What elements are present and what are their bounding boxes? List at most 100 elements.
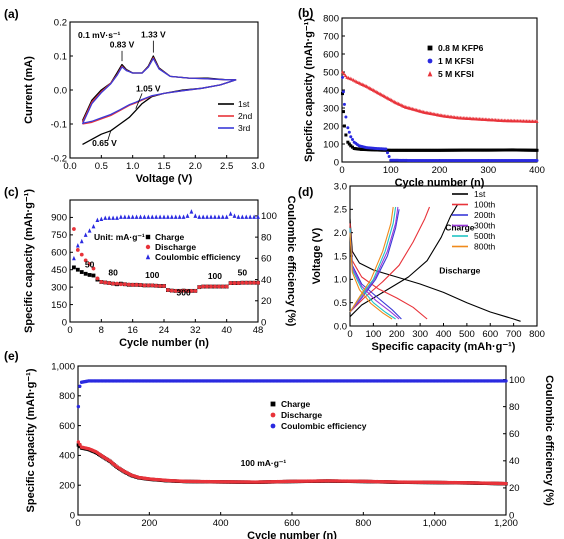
y-right-axis-label: Coulombic efficiency (%) <box>543 375 555 506</box>
rate-annotation: 100 <box>145 270 159 280</box>
rate-annotation: 80 <box>108 268 118 278</box>
data-point-Discharge <box>134 282 139 287</box>
y-tick-label: 100 <box>323 139 339 150</box>
data-point-Coulombic efficiency <box>169 214 174 219</box>
y-right-tick-label: 100 <box>509 375 525 386</box>
data-point-Discharge <box>78 442 82 447</box>
data-point-Coulombic efficiency <box>244 214 249 219</box>
legend-marker <box>270 423 276 429</box>
data-point-1 M KFSI <box>535 159 539 163</box>
gcd-charge-800th <box>349 206 394 313</box>
data-point-Coulombic efficiency <box>87 228 92 233</box>
x-axis-label: Specific capacity (mAh·g⁻¹) <box>372 341 516 353</box>
y-tick-label: 800 <box>59 391 75 402</box>
x-axis-label: Voltage (V) <box>136 173 193 185</box>
legend-label: Coulombic efficiency <box>155 252 241 262</box>
x-tick-label: 0 <box>339 165 344 176</box>
x-tick-label: 200 <box>141 518 157 529</box>
data-point-5 M KFSI <box>351 78 355 82</box>
legend-label: 200th <box>474 210 496 220</box>
legend-label: 3rd <box>238 123 251 133</box>
data-point-Coulombic efficiency <box>256 214 260 219</box>
x-tick-label: 24 <box>159 325 170 336</box>
data-point-Coulombic efficiency <box>72 255 76 261</box>
data-point-Discharge <box>122 282 127 287</box>
legend-label: 2nd <box>238 111 252 121</box>
data-point-0.8 M KFP6 <box>344 133 348 137</box>
data-point-Discharge <box>205 284 209 289</box>
data-point-Discharge <box>181 288 186 293</box>
x-tick-label: 48 <box>253 325 264 336</box>
y-tick-label: 200 <box>59 481 75 492</box>
data-point-Discharge <box>76 440 81 444</box>
data-point-0.8 M KFP6 <box>347 142 351 146</box>
y-right-tick-label: 80 <box>261 232 272 243</box>
legend-marker <box>270 401 276 407</box>
data-point-Coulombic efficiency <box>107 215 112 220</box>
data-point-Discharge <box>103 280 108 285</box>
data-point-Charge <box>87 273 92 277</box>
data-point-0.8 M KFP6 <box>350 145 354 149</box>
data-point-Discharge <box>111 281 115 286</box>
y-tick-label: 1.0 <box>334 275 347 286</box>
data-point-Coulombic efficiency <box>142 214 147 219</box>
gcd-charge-300th <box>349 206 399 313</box>
y-tick-label: 3.0 <box>334 181 347 192</box>
panel-d: 0 100 200 300 400 500 600 700 800 0.0 0.5 1.0 1.5 2.0… <box>311 181 545 353</box>
cv-annotation: 0.83 V <box>110 40 135 50</box>
data-point-Coulombic efficiency <box>209 214 213 219</box>
legend-label: 100th <box>474 200 496 210</box>
panel-e: 0 200 400 600 800 1,000 1,20002004006008001,00… <box>25 361 555 539</box>
x-tick-label: 600 <box>284 518 300 529</box>
data-point-Coulombic efficiency <box>166 214 170 219</box>
data-point-Discharge <box>232 281 237 285</box>
data-point-0.8 M KFP6 <box>340 92 344 96</box>
data-point-5 M KFSI <box>345 75 349 79</box>
rate-annotation: Unit: mA·g⁻¹ <box>94 232 145 242</box>
legend-label: 800th <box>474 242 496 252</box>
data-point-1 M KFSI <box>340 75 344 79</box>
y-tick-label: 0 <box>62 317 67 328</box>
x-tick-label: 800 <box>529 329 545 340</box>
x-tick-label: 300 <box>480 165 496 176</box>
y-tick-label: -0.2 <box>51 153 67 164</box>
y-tick-label: 0.0 <box>54 85 67 96</box>
data-point-Discharge <box>79 252 84 257</box>
y-tick-label: 2.5 <box>334 205 347 216</box>
gcd-charge-100th <box>349 206 431 313</box>
x-tick-label: 3.0 <box>251 161 264 172</box>
data-point-Discharge <box>224 284 229 289</box>
data-point-Coulombic efficiency <box>76 404 81 409</box>
legend-label: 5 M KFSI <box>438 69 474 79</box>
rate-annotation: 300 <box>176 287 190 297</box>
y-tick-label: -0.1 <box>51 119 67 130</box>
data-point-Coulombic efficiency <box>99 216 104 221</box>
y-tick-label: 700 <box>323 31 339 42</box>
y-tick-label: 800 <box>323 13 339 24</box>
data-point-Discharge <box>119 282 123 287</box>
data-point-1 M KFSI <box>387 154 391 158</box>
charge-annotation: Charge <box>445 222 475 232</box>
y-tick-label: 2.0 <box>334 228 347 239</box>
data-point-Discharge <box>252 280 256 285</box>
legend-marker <box>145 244 151 250</box>
data-point-Coulombic efficiency <box>173 214 178 219</box>
panel-label-group: (b) <box>298 6 313 20</box>
x-tick-label: 1.5 <box>157 161 170 172</box>
y-tick-label: 0 <box>70 510 75 521</box>
x-tick-label: 1.0 <box>126 161 139 172</box>
data-point-Discharge <box>213 284 217 289</box>
panel-label: (e) <box>4 349 19 363</box>
data-point-5 M KFSI <box>347 75 350 80</box>
y-right-tick-label: 80 <box>509 402 520 413</box>
cv-curve-upper-3rd <box>81 57 237 125</box>
data-point-5 M KFSI <box>342 71 346 76</box>
legend-marker <box>427 45 433 51</box>
discharge-annotation: Discharge <box>439 266 480 276</box>
y-right-tick-label: 60 <box>261 254 272 265</box>
data-point-1 M KFSI <box>344 115 348 119</box>
data-point-0.8 M KFP6 <box>346 140 350 144</box>
data-point-Discharge <box>240 280 245 285</box>
data-point-Discharge <box>189 288 194 293</box>
x-tick-label: 16 <box>127 325 138 336</box>
